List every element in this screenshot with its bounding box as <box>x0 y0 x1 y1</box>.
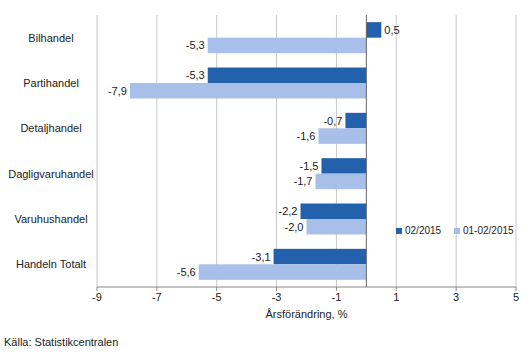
data-label: 0,5 <box>384 24 399 36</box>
tick-label: -3 <box>272 291 282 303</box>
grid-line <box>276 15 277 287</box>
tick-label: -1 <box>332 291 342 303</box>
category-label: Partihandel <box>23 77 79 89</box>
bars <box>130 22 381 280</box>
grid-line <box>456 15 457 287</box>
data-label: -7,9 <box>108 85 127 97</box>
category-label: Dagligvaruhandel <box>8 168 94 180</box>
category-label: Varuhushandel <box>14 213 87 225</box>
grid-line <box>216 15 217 287</box>
chart: -9 -7 -5 -3 -1 1 3 5 0,5 -5,3 -5,3 -7,9 -0,7 -1,6 -1,5… <box>0 0 530 357</box>
data-label: -5,3 <box>186 69 205 81</box>
tick-label: -9 <box>92 291 102 303</box>
category-label: Bilhandel <box>28 32 73 44</box>
axis-title: Årsförändring, % <box>266 308 348 320</box>
category-axis <box>366 15 367 287</box>
bar <box>208 68 367 84</box>
bar <box>274 249 367 264</box>
tick-label: -7 <box>152 291 162 303</box>
tick-label: 3 <box>453 291 459 303</box>
legend-label: 01-02/2015 <box>463 225 514 236</box>
bar <box>315 174 366 190</box>
data-label: -1,5 <box>299 160 318 172</box>
bar <box>199 264 367 280</box>
data-label: -1,7 <box>294 175 313 187</box>
bar <box>307 219 367 235</box>
source: Källa: Statistikcentralen <box>4 336 118 348</box>
bar <box>130 83 366 99</box>
labels: 0,5 -5,3 -5,3 -7,9 -0,7 -1,6 -1,5 -1,7 -2,2 -2,0 -… <box>108 24 400 278</box>
category-label: Handeln Totalt <box>16 258 86 270</box>
tick-label: -5 <box>212 291 222 303</box>
bar <box>208 38 367 54</box>
legend-swatch <box>396 228 402 234</box>
bar <box>345 113 366 129</box>
data-label: -3,1 <box>252 251 271 263</box>
tick-label: 5 <box>513 291 519 303</box>
grid-line <box>516 15 517 287</box>
tick-label: 1 <box>393 291 399 303</box>
legend-label: 02/2015 <box>405 225 442 236</box>
grid-line <box>97 15 98 287</box>
bar <box>366 22 381 37</box>
legend-swatch <box>454 228 460 234</box>
grid-line <box>156 15 157 287</box>
data-label: -2,0 <box>285 221 304 233</box>
data-label: -5,3 <box>186 39 205 51</box>
bar <box>301 204 367 220</box>
data-label: -5,6 <box>177 266 196 278</box>
x-axis <box>97 287 516 288</box>
data-label: -0,7 <box>323 115 342 127</box>
bar <box>318 128 366 144</box>
category-label: Detaljhandel <box>20 122 81 134</box>
bar <box>321 158 366 174</box>
data-label: -1,6 <box>297 130 316 142</box>
grid-line <box>336 15 337 287</box>
legend: 02/2015 01-02/2015 <box>396 225 514 236</box>
grid-line <box>396 15 397 287</box>
data-label: -2,2 <box>279 205 298 217</box>
